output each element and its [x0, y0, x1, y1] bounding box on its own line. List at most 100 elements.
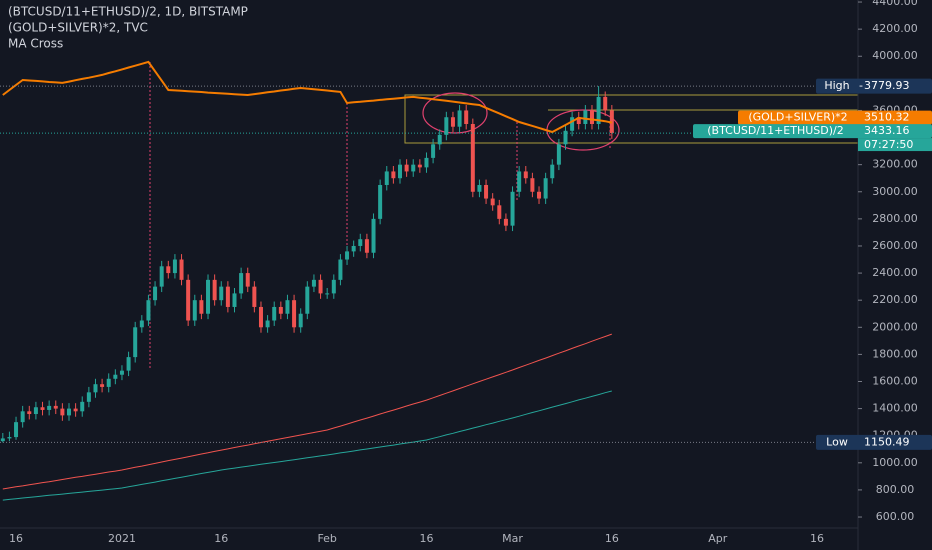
y-tick-label: 2400.00 [872, 266, 918, 279]
y-tick-label: 1400.00 [872, 402, 918, 415]
y-tick-label: 800.00 [876, 483, 915, 496]
candle-body [311, 279, 316, 287]
candle-body [596, 96, 601, 125]
candle-body [239, 273, 244, 294]
candle-body [411, 164, 416, 172]
y-tick-label: 2000.00 [872, 320, 918, 333]
y-tick-label: 2800.00 [872, 212, 918, 225]
compare-line [2, 60, 613, 134]
y-tick-label: 4400.00 [872, 0, 918, 8]
candle-body [166, 266, 171, 274]
high-tag-value: 3779.93 [864, 79, 910, 92]
candle-body [550, 164, 555, 179]
candle-body [358, 239, 363, 246]
candle-body [206, 279, 211, 314]
x-tick-label: 2021 [108, 532, 136, 545]
candle-body [119, 370, 124, 375]
candle-body [563, 130, 568, 145]
candle-body [537, 191, 542, 199]
x-tick-label: 16 [9, 532, 23, 545]
countdown: 07:27:50 [864, 138, 913, 151]
candle-body [73, 408, 78, 412]
candle-body [0, 438, 5, 442]
candle-body [450, 117, 455, 127]
candle-body [86, 392, 91, 402]
y-tick-label: 1800.00 [872, 347, 918, 360]
candle-body [153, 286, 158, 301]
x-tick-label: Feb [317, 532, 336, 545]
candle-body [67, 408, 71, 416]
candle-body [391, 171, 396, 179]
y-tick-label: 1600.00 [872, 374, 918, 387]
candle-body [33, 407, 38, 415]
candle-body [351, 245, 356, 252]
y-tick-label: 600.00 [876, 510, 915, 523]
candle-body [258, 306, 263, 328]
candle-body [543, 178, 548, 199]
candle-body [477, 184, 482, 192]
compare-tag-box [738, 110, 932, 125]
candle-body [106, 378, 111, 387]
candle-body [417, 164, 422, 168]
highlight-ellipse [422, 92, 488, 134]
candle-body [398, 164, 402, 179]
candle-body [305, 286, 310, 314]
candle-body [318, 279, 323, 294]
candle-body [265, 320, 270, 328]
candle-body [7, 437, 12, 439]
candle-body [325, 293, 330, 295]
candle-body [517, 171, 522, 192]
candle-body [431, 144, 436, 158]
candle-body [113, 374, 118, 379]
candle-body [378, 184, 383, 219]
candle-body [252, 286, 257, 307]
candle-body [384, 171, 389, 185]
candle-body [530, 178, 535, 192]
candle-body [212, 279, 217, 301]
ma-line [2, 333, 612, 490]
y-tick-label: 4000.00 [872, 49, 918, 62]
candle-body [199, 300, 204, 314]
candle-body [80, 401, 85, 412]
y-tick-label: 4200.00 [872, 22, 918, 35]
x-tick-label: 16 [419, 532, 433, 545]
candle-body [589, 110, 594, 125]
candle-body [139, 320, 144, 328]
candle-body [523, 171, 528, 179]
candle-body [225, 286, 230, 307]
candle-body [497, 205, 502, 219]
candle-body [510, 191, 515, 226]
candle-body [490, 198, 495, 206]
candle-body [20, 411, 25, 423]
x-tick-label: Apr [708, 532, 728, 545]
compare-tag-value: 3510.32 [864, 111, 910, 124]
y-tick-label: 3000.00 [872, 185, 918, 198]
candle-body [470, 124, 475, 192]
compare-tag-label: (GOLD+SILVER)*2 [748, 111, 847, 124]
candle-body [179, 259, 184, 280]
candle-body [93, 384, 98, 393]
candle-body [583, 110, 588, 125]
candle-body [338, 259, 343, 280]
candle-body [364, 239, 369, 253]
candle-body [331, 279, 336, 294]
low-tag-value: 1150.49 [864, 435, 910, 448]
candle-body [457, 110, 462, 127]
candle-body [424, 157, 429, 168]
indicator-label: MA Cross [8, 37, 63, 51]
x-tick-label: 16 [810, 532, 824, 545]
candle-body [285, 300, 290, 314]
candle-body [40, 407, 45, 410]
high-tag-box [816, 78, 932, 94]
y-tick-label: 2200.00 [872, 293, 918, 306]
high-dash: - [859, 79, 863, 92]
compare-label: (GOLD+SILVER)*2, TVC [8, 21, 148, 35]
x-tick-label: 16 [214, 532, 228, 545]
candle-body [245, 273, 250, 287]
price-tag-box [693, 124, 932, 139]
chart-title: (BTCUSD/11+ETHUSD)/2, 1D, BITSTAMP [8, 5, 248, 19]
candle-body [159, 266, 164, 287]
